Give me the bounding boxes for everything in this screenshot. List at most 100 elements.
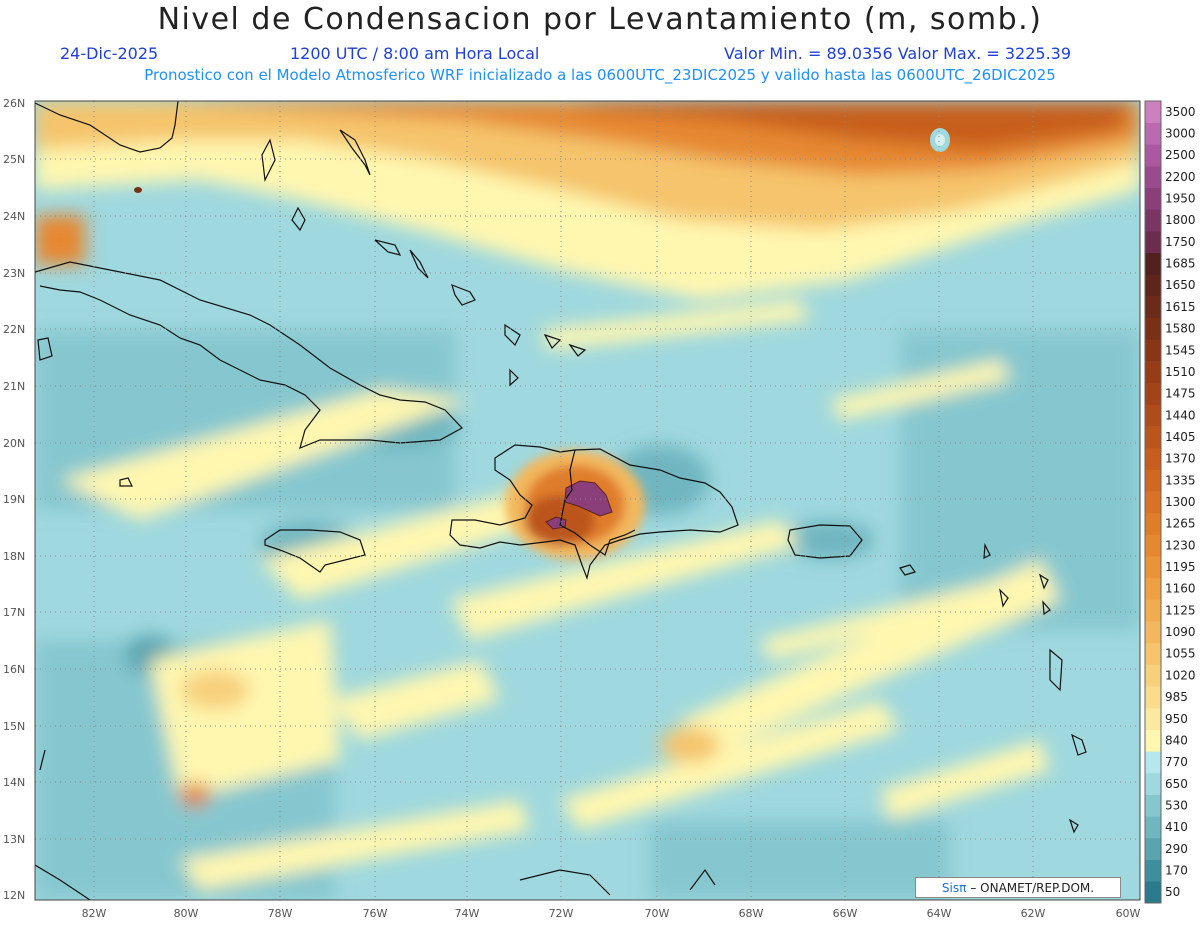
colorbar-label: 950: [1165, 712, 1188, 726]
colorbar-label: 3000: [1165, 127, 1196, 141]
lat-tick: 16N: [3, 663, 25, 676]
colorbar-label: 1370: [1165, 452, 1196, 466]
lon-tick: 60W: [1116, 907, 1141, 920]
colorbar-swatch: [1145, 642, 1161, 665]
colorbar-swatch: [1145, 707, 1161, 730]
colorbar-swatch: [1145, 794, 1161, 817]
colorbar-label: 1055: [1165, 647, 1196, 661]
colorbar-label: 3500: [1165, 105, 1196, 119]
colorbar-label: 1195: [1165, 560, 1196, 574]
colorbar-label: 770: [1165, 755, 1188, 769]
colorbar: 50 170 290 410 530 650 770 840 950 985 1020 1055 109…: [1144, 100, 1196, 904]
colorbar-label: 1335: [1165, 473, 1196, 487]
colorbar-swatch: [1145, 556, 1161, 579]
colorbar-swatch: [1145, 447, 1161, 470]
colorbar-swatch: [1145, 664, 1161, 687]
colorbar-label: 410: [1165, 820, 1188, 834]
colorbar-swatch: [1145, 361, 1161, 384]
colorbar-swatch: [1145, 187, 1161, 210]
sispi-logo: Sisπ: [941, 880, 967, 895]
lon-tick: 62W: [1021, 907, 1046, 920]
colorbar-label: 1090: [1165, 625, 1196, 639]
colorbar-frame: [1144, 100, 1162, 904]
colorbar-label: 650: [1165, 777, 1188, 791]
colorbar-swatch: [1145, 231, 1161, 254]
colorbar-label: 1545: [1165, 343, 1196, 357]
graticule: [35, 101, 1140, 900]
colorbar-label: 985: [1165, 690, 1188, 704]
colorbar-swatch: [1145, 859, 1161, 882]
lat-tick: 15N: [3, 720, 25, 733]
colorbar-label: 50: [1165, 885, 1180, 899]
colorbar-swatch: [1145, 101, 1161, 123]
colorbar-label: 290: [1165, 842, 1188, 856]
colorbar-swatch: [1145, 772, 1161, 795]
lon-tick: 76W: [363, 907, 388, 920]
plot-frame: [34, 100, 1141, 901]
lon-tick: 68W: [739, 907, 764, 920]
lon-tick: 80W: [174, 907, 199, 920]
lat-tick: 12N: [3, 889, 25, 902]
date-label: 24-Dic-2025: [60, 44, 159, 63]
colorbar-swatch: [1145, 166, 1161, 189]
colorbar-swatch: [1145, 209, 1161, 232]
min-max-label: Valor Min. = 89.0356 Valor Max. = 3225.3…: [724, 44, 1072, 63]
colorbar-label: 1510: [1165, 365, 1196, 379]
lat-tick: 25N: [3, 153, 25, 166]
colorbar-swatch: [1145, 816, 1161, 839]
colorbar-swatch: [1145, 729, 1161, 752]
longitude-ticks: 82W 80W 78W 76W 74W 72W 70W 68W 66W 64W …: [82, 907, 1141, 920]
colorbar-label: 1300: [1165, 495, 1196, 509]
colorbar-swatch: [1145, 296, 1161, 319]
colorbar-swatch: [1145, 686, 1161, 709]
colorbar-label: 1750: [1165, 235, 1196, 249]
colorbar-swatch: [1145, 621, 1161, 644]
lat-tick: 18N: [3, 550, 25, 563]
colorbar-label: 1440: [1165, 408, 1196, 422]
lat-tick: 26N: [3, 97, 25, 110]
colorbar-swatch: [1145, 534, 1161, 557]
lon-tick: 74W: [455, 907, 480, 920]
colorbar-label: 1020: [1165, 668, 1196, 682]
colorbar-label: 1125: [1165, 603, 1196, 617]
lon-tick: 66W: [833, 907, 858, 920]
colorbar-swatch: [1145, 751, 1161, 774]
colorbar-label: 1405: [1165, 430, 1196, 444]
coastline-outline: [35, 101, 1087, 900]
lat-tick: 22N: [3, 323, 25, 336]
colorbar-swatch: [1145, 317, 1161, 340]
colorbar-swatch: [1145, 144, 1161, 167]
colorbar-label: 1475: [1165, 387, 1196, 401]
lon-tick: 78W: [268, 907, 293, 920]
colorbar-swatch: [1145, 382, 1161, 405]
colorbar-swatch: [1145, 122, 1161, 145]
colorbar-label: 1615: [1165, 300, 1196, 314]
colorbar-swatch: [1145, 599, 1161, 622]
colorbar-swatch: [1145, 339, 1161, 362]
lon-tick: 72W: [549, 907, 574, 920]
model-description: Pronostico con el Modelo Atmosferico WRF…: [144, 66, 1056, 84]
lat-tick: 19N: [3, 493, 25, 506]
colorbar-swatch: [1145, 404, 1161, 427]
time-label: 1200 UTC / 8:00 am Hora Local: [290, 44, 540, 63]
colorbar-label: 2200: [1165, 170, 1196, 184]
colorbar-swatch: [1145, 252, 1161, 275]
colorbar-swatch: [1145, 881, 1161, 904]
lon-tick: 82W: [82, 907, 107, 920]
colorbar-swatch: [1145, 491, 1161, 514]
lat-tick: 21N: [3, 380, 25, 393]
lat-tick: 14N: [3, 776, 25, 789]
colorbar-swatch: [1145, 274, 1161, 297]
lat-tick: 24N: [3, 210, 25, 223]
colorbar-label: 1160: [1165, 582, 1196, 596]
lon-tick: 70W: [645, 907, 670, 920]
lat-tick: 13N: [3, 833, 25, 846]
shaded-field: [35, 101, 1140, 900]
colorbar-swatch: [1145, 469, 1161, 492]
colorbar-label: 1230: [1165, 538, 1196, 552]
colorbar-swatch: [1145, 512, 1161, 535]
colorbar-swatch: [1145, 426, 1161, 449]
colorbar-label: 1950: [1165, 192, 1196, 206]
lat-tick: 17N: [3, 606, 25, 619]
credit-box: Sisπ – ONAMET/REP.DOM.: [915, 877, 1121, 898]
